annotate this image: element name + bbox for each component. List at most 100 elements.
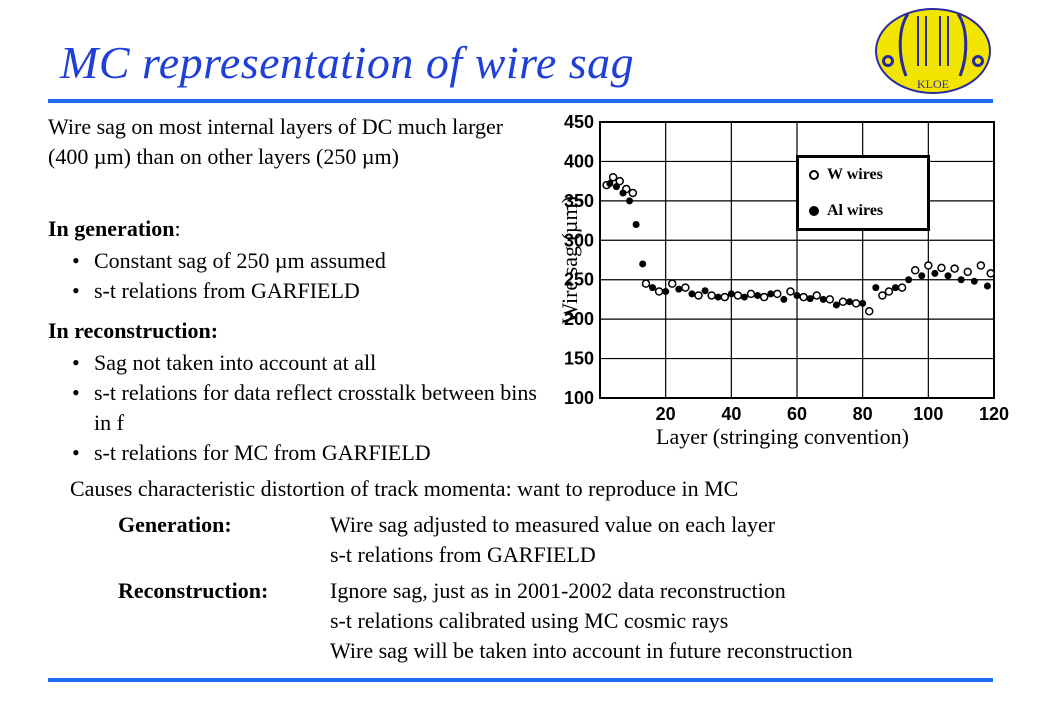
plan-line: s-t relations calibrated using MC cosmic… [330, 608, 729, 633]
data-point-al-wire [662, 288, 670, 296]
data-point-al-wire [793, 291, 801, 299]
data-point-al-wire [957, 276, 965, 284]
y-tick-label: 250 [564, 270, 594, 290]
data-point-al-wire [714, 293, 722, 301]
data-point-w-wire [878, 291, 887, 300]
data-point-w-wire [950, 264, 959, 273]
data-point-al-wire [701, 287, 709, 295]
data-point-w-wire [654, 287, 664, 296]
generation-label: Generation: [118, 512, 232, 537]
x-tick-label: 40 [721, 404, 741, 422]
data-point-w-wire [628, 188, 638, 198]
x-tick-label: 80 [853, 404, 873, 422]
data-point-w-wire [786, 287, 795, 296]
svg-text:KLOE: KLOE [917, 77, 949, 91]
data-point-al-wire [780, 295, 788, 303]
reconstruction-bullets: Sag not taken into account at all s-t re… [72, 348, 542, 468]
plan-line: Ignore sag, just as in 2001-2002 data re… [330, 578, 786, 603]
data-point-al-wire [619, 189, 627, 197]
data-point-w-wire [773, 289, 782, 299]
footer-rule [48, 678, 993, 682]
plan-row-generation: Generation: Wire sag adjusted to measure… [118, 510, 853, 570]
data-point-al-wire [675, 285, 683, 293]
data-point-al-wire [754, 291, 762, 299]
list-item: Constant sag of 250 µm assumed [72, 246, 542, 276]
data-point-al-wire [918, 272, 926, 280]
plan-row-reconstruction: Reconstruction: Ignore sag, just as in 2… [118, 576, 853, 666]
data-point-al-wire [846, 298, 854, 306]
data-point-al-wire [931, 269, 939, 277]
list-item: s-t relations for data reflect crosstalk… [72, 378, 542, 438]
data-point-w-wire [910, 266, 920, 275]
legend-item-al-wires: Al wires [809, 202, 883, 220]
plan-line: s-t relations from GARFIELD [330, 542, 596, 567]
data-point-w-wire [608, 172, 618, 182]
data-point-w-wire [720, 292, 730, 302]
intro-text: Wire sag on most internal layers of DC m… [48, 114, 504, 169]
y-tick-label: 200 [564, 309, 594, 329]
data-point-al-wire [639, 260, 647, 268]
header-rule [48, 99, 993, 103]
data-point-al-wire [767, 290, 775, 298]
data-point-w-wire [707, 291, 716, 300]
slide-title: MC representation of wire sag [60, 37, 635, 88]
data-point-al-wire [626, 197, 634, 205]
data-point-w-wire [976, 261, 986, 270]
data-point-al-wire [983, 282, 991, 290]
data-point-al-wire [892, 284, 899, 292]
kloe-logo: KLOE [875, 8, 991, 94]
chart-plot: 100 150 200 250 300 350 400 450 20 40 60 80 100 120 [564, 112, 1009, 424]
data-point-w-wire [746, 289, 756, 299]
reconstruction-heading: In reconstruction: [48, 318, 219, 343]
data-point-al-wire [740, 293, 748, 301]
data-point-w-wire [667, 279, 677, 288]
filled-circle-icon [809, 206, 819, 216]
mc-plan: Generation: Wire sag adjusted to measure… [118, 510, 853, 672]
x-tick-label: 20 [656, 404, 676, 422]
data-point-w-wire [759, 292, 769, 302]
data-point-w-wire [615, 176, 624, 186]
data-point-al-wire [819, 295, 827, 303]
data-point-w-wire [864, 307, 874, 316]
data-point-al-wire [970, 277, 978, 285]
list-item: s-t relations from GARFIELD [72, 276, 542, 306]
data-point-w-wire [937, 263, 946, 273]
y-tick-label: 150 [564, 349, 594, 369]
data-point-w-wire [641, 279, 651, 288]
generation-heading: In generation: [48, 216, 181, 241]
chart-legend: W wires Al wires [796, 155, 930, 231]
data-point-w-wire [924, 261, 933, 270]
legend-label: Al wires [827, 202, 884, 219]
plan-line: Wire sag will be taken into account in f… [330, 638, 853, 663]
legend-item-w-wires: W wires [809, 166, 883, 184]
data-point-al-wire [905, 276, 913, 284]
data-point-w-wire [799, 292, 808, 302]
data-point-al-wire [944, 272, 952, 280]
data-point-al-wire [612, 183, 620, 191]
data-point-al-wire [606, 180, 614, 188]
data-point-w-wire [681, 283, 690, 292]
data-point-al-wire [872, 284, 880, 292]
open-circle-icon [809, 170, 819, 180]
list-item: s-t relations for MC from GARFIELD [72, 438, 542, 468]
data-point-w-wire [838, 297, 848, 307]
x-tick-label: 120 [979, 404, 1009, 422]
data-point-al-wire [688, 290, 696, 298]
data-point-w-wire [825, 295, 835, 304]
legend-label: W wires [827, 166, 883, 183]
x-tick-label: 100 [913, 404, 943, 422]
data-point-al-wire [632, 221, 640, 229]
data-point-al-wire [806, 295, 814, 303]
data-point-w-wire [884, 287, 894, 296]
data-point-w-wire [986, 269, 995, 278]
generation-bullets: Constant sag of 250 µm assumed s-t relat… [72, 246, 542, 306]
y-tick-label: 400 [564, 151, 594, 171]
y-tick-label: 450 [564, 112, 594, 132]
data-point-al-wire [832, 301, 840, 309]
x-axis-label: Layer (stringing convention) [656, 424, 909, 449]
data-point-w-wire [694, 291, 703, 300]
data-point-w-wire [851, 299, 861, 308]
y-tick-label: 350 [564, 191, 594, 211]
data-point-w-wire [733, 291, 743, 300]
list-item: Sag not taken into account at all [72, 348, 542, 378]
